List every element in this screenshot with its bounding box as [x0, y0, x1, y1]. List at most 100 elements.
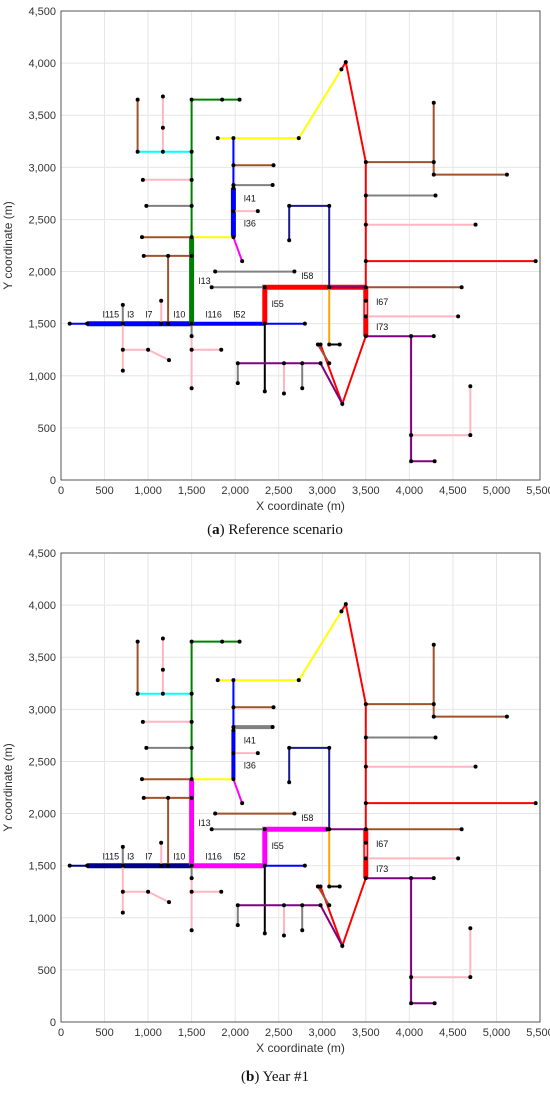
line-label: l115	[103, 309, 119, 319]
x-tick-label: 500	[95, 485, 113, 497]
pipe-segment	[232, 236, 244, 262]
pipe-segment	[319, 335, 367, 407]
network-node	[270, 725, 275, 730]
x-tick-label: 4,500	[439, 1027, 467, 1039]
network-node	[432, 1001, 437, 1006]
network-node	[166, 863, 171, 868]
line-label: l116	[206, 851, 222, 861]
network-node	[504, 172, 509, 177]
line-label: l55	[272, 841, 284, 851]
network-node	[144, 745, 149, 750]
network-node	[135, 149, 140, 154]
network-node	[270, 183, 275, 188]
y-axis-label: Y coordinate (m)	[1, 743, 15, 831]
x-tick-label: 3,500	[352, 485, 380, 497]
network-node	[431, 876, 436, 881]
y-tick-label: 1,000	[28, 913, 56, 925]
network-node	[219, 889, 224, 894]
network-node	[431, 160, 436, 165]
x-tick-label: 1,000	[134, 485, 162, 497]
network-node	[189, 386, 194, 391]
network-node	[327, 285, 332, 290]
network-node	[363, 801, 368, 806]
line-label: l7	[145, 851, 152, 861]
network-node	[209, 827, 214, 832]
network-node	[459, 827, 464, 832]
network-node	[431, 642, 436, 647]
x-tick-label: 1,000	[134, 1027, 162, 1039]
network-node	[189, 863, 194, 868]
network-node	[255, 209, 260, 214]
line-label: l73	[376, 864, 388, 874]
pipe-segment	[319, 877, 367, 949]
network-node	[146, 889, 151, 894]
network-node	[231, 725, 236, 730]
pipe-segment	[410, 336, 435, 463]
x-tick-label: 2,000	[221, 485, 249, 497]
network-node	[300, 903, 305, 908]
network-node	[409, 876, 414, 881]
line-label: l10	[173, 851, 185, 861]
network-node	[215, 678, 220, 683]
network-node	[166, 253, 171, 258]
network-node	[166, 321, 171, 326]
network-node	[189, 334, 194, 339]
network-node	[141, 795, 146, 800]
pipe-segment	[432, 102, 507, 176]
network-node	[327, 342, 332, 347]
network-node	[271, 705, 276, 710]
network-node	[160, 667, 165, 672]
network-node	[240, 801, 245, 806]
network-node	[189, 639, 194, 644]
network-node	[135, 639, 140, 644]
line-label: l58	[301, 271, 313, 281]
network-node	[209, 285, 214, 290]
y-tick-label: 4,500	[28, 6, 56, 18]
line-label: l13	[199, 818, 211, 828]
network-node	[315, 884, 320, 889]
network-node	[296, 678, 301, 683]
y-tick-label: 3,500	[28, 652, 56, 664]
network-node	[140, 177, 145, 182]
tick-labels: 0 500 1,000 1,500 2,000 2,500 3,000 3,500 4,000 4…	[28, 6, 550, 497]
x-tick-label: 2,000	[221, 1027, 249, 1039]
caption-a-text: Reference scenario	[228, 522, 343, 538]
network-node	[213, 811, 218, 816]
pipe-segment	[122, 890, 170, 903]
network-node	[302, 321, 307, 326]
line-label: l36	[244, 761, 256, 771]
network-node	[468, 926, 473, 931]
x-tick-label: 2,500	[265, 485, 293, 497]
network-node	[300, 928, 305, 933]
network-node	[431, 714, 436, 719]
network-node	[135, 691, 140, 696]
network-node	[237, 97, 242, 102]
network-node	[327, 903, 332, 908]
network-node	[120, 368, 125, 373]
network-node	[468, 975, 473, 980]
network-node	[363, 259, 368, 264]
network-node	[85, 321, 90, 326]
network-node	[120, 844, 125, 849]
pipe-segment	[217, 610, 343, 682]
network-node	[327, 203, 332, 208]
network-node	[339, 609, 344, 614]
network-node	[189, 321, 194, 326]
network-node	[237, 639, 242, 644]
network-node	[456, 856, 461, 861]
network-node	[231, 186, 236, 191]
network-node	[363, 314, 368, 319]
line-labels: l115 l3 l7 l10 l116 l52 l55 l58 l67 l73 l13 l41 l36	[103, 194, 388, 332]
network-node	[409, 975, 414, 980]
network-node	[189, 795, 194, 800]
network-node	[144, 203, 149, 208]
y-tick-label: 1,500	[28, 319, 56, 331]
pipe-segment	[317, 885, 331, 906]
network-node	[231, 751, 236, 756]
network-node	[327, 884, 332, 889]
pipe-segment	[340, 601, 367, 705]
network-node	[120, 910, 125, 915]
caption-b-letter: b	[246, 1069, 255, 1085]
network-node	[363, 827, 368, 832]
y-tick-label: 0	[50, 1017, 56, 1029]
